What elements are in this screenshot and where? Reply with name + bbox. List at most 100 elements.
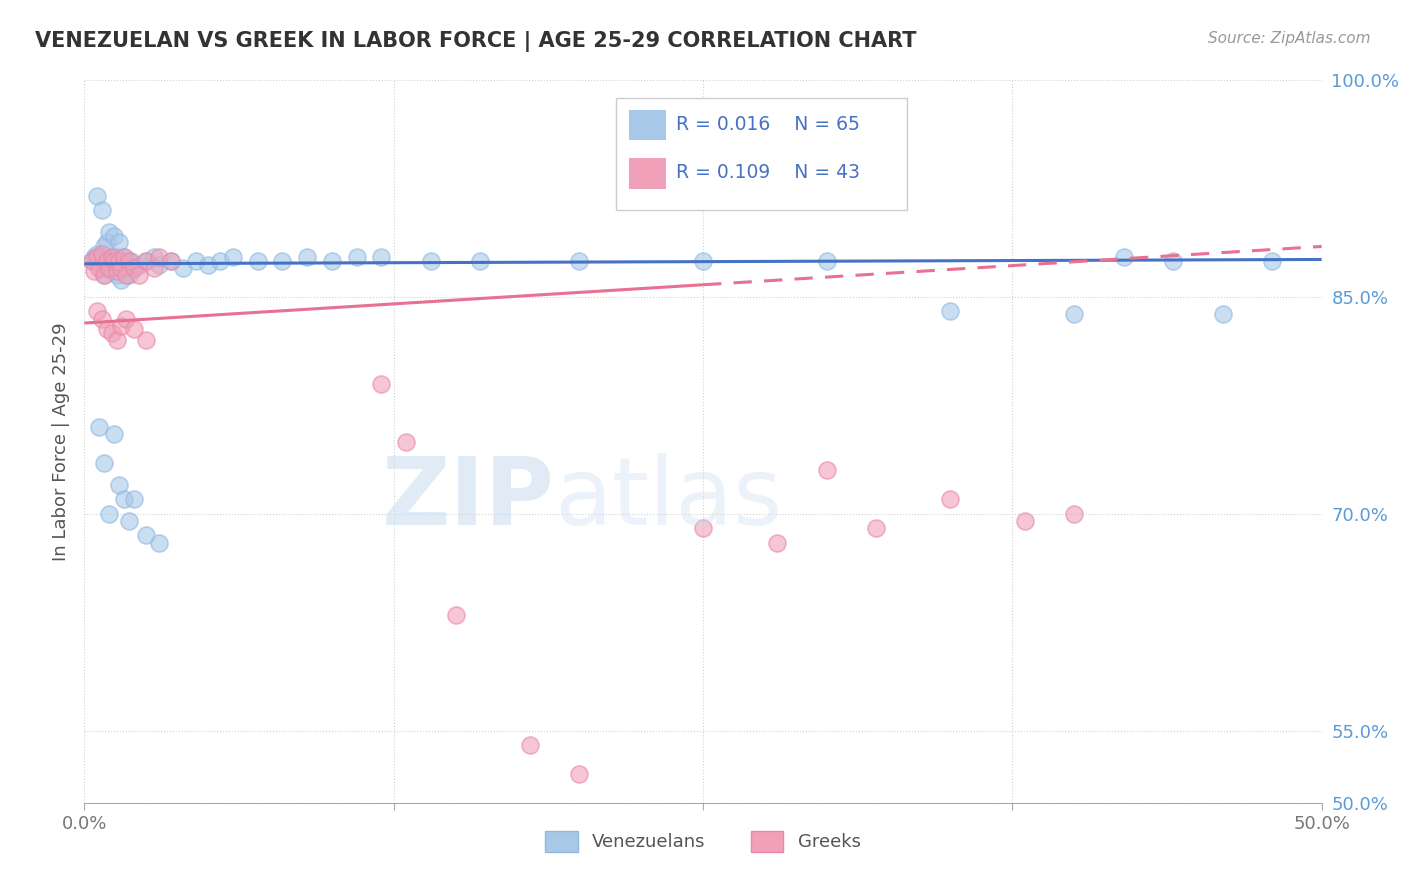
Point	[419, 254, 441, 268]
Point	[128, 258, 150, 272]
Point	[939, 304, 962, 318]
Point	[692, 254, 714, 268]
Text: R = 0.016    N = 65: R = 0.016 N = 65	[676, 115, 859, 134]
Point	[160, 254, 183, 268]
Bar	[628, 110, 666, 140]
Point	[1261, 254, 1284, 268]
Point	[90, 246, 112, 260]
Point	[148, 535, 170, 549]
Point	[444, 607, 467, 622]
Point	[568, 767, 591, 781]
Point	[142, 261, 165, 276]
Point	[98, 225, 121, 239]
Point	[86, 246, 108, 260]
Point	[766, 535, 789, 549]
Point	[96, 322, 118, 336]
Point	[93, 268, 115, 283]
Point	[939, 492, 962, 507]
Point	[115, 268, 138, 283]
Point	[112, 492, 135, 507]
Point	[80, 254, 103, 268]
Point	[135, 528, 157, 542]
Point	[100, 264, 122, 278]
Point	[148, 258, 170, 272]
Point	[103, 254, 125, 268]
Point	[100, 252, 122, 267]
Point	[86, 189, 108, 203]
Point	[108, 235, 131, 249]
Point	[110, 318, 132, 333]
Point	[108, 478, 131, 492]
Point	[98, 507, 121, 521]
Point	[115, 261, 138, 276]
Point	[197, 258, 219, 272]
Point	[1212, 307, 1234, 321]
Bar	[628, 158, 666, 189]
Point	[321, 254, 343, 268]
Point	[222, 250, 245, 264]
Point	[83, 264, 105, 278]
FancyBboxPatch shape	[616, 98, 907, 211]
Point	[89, 420, 111, 434]
Point	[122, 261, 145, 276]
Point	[118, 514, 141, 528]
Point	[112, 250, 135, 264]
Point	[142, 250, 165, 264]
Point	[90, 261, 112, 276]
Point	[96, 235, 118, 249]
Point	[865, 521, 887, 535]
Point	[110, 273, 132, 287]
Point	[135, 254, 157, 268]
Point	[172, 261, 194, 276]
Point	[93, 456, 115, 470]
Point	[370, 250, 392, 264]
Text: ZIP: ZIP	[381, 453, 554, 545]
Point	[271, 254, 294, 268]
Point	[118, 268, 141, 283]
Point	[1014, 514, 1036, 528]
Point	[103, 427, 125, 442]
Point	[100, 326, 122, 341]
Point	[122, 322, 145, 336]
Point	[89, 254, 111, 268]
Point	[395, 434, 418, 449]
Point	[184, 254, 207, 268]
Point	[120, 254, 142, 268]
Point	[246, 254, 269, 268]
Point	[100, 250, 122, 264]
Point	[1112, 250, 1135, 264]
Point	[110, 254, 132, 268]
Point	[295, 250, 318, 264]
Point	[692, 521, 714, 535]
Legend: Venezuelans, Greeks: Venezuelans, Greeks	[538, 823, 868, 859]
Text: atlas: atlas	[554, 453, 783, 545]
Point	[115, 311, 138, 326]
Point	[122, 492, 145, 507]
Point	[1063, 507, 1085, 521]
Point	[98, 258, 121, 272]
Point	[1161, 254, 1184, 268]
Point	[815, 463, 838, 477]
Point	[209, 254, 232, 268]
Point	[86, 304, 108, 318]
Point	[103, 229, 125, 244]
Point	[103, 257, 125, 271]
Point	[80, 254, 103, 268]
Point	[93, 268, 115, 283]
Point	[112, 250, 135, 264]
Point	[105, 268, 128, 283]
Point	[568, 254, 591, 268]
Point	[108, 261, 131, 276]
Point	[105, 250, 128, 264]
Point	[98, 261, 121, 276]
Point	[105, 264, 128, 278]
Point	[128, 268, 150, 283]
Point	[83, 250, 105, 264]
Point	[470, 254, 492, 268]
Point	[89, 261, 111, 276]
Point	[1063, 307, 1085, 321]
Point	[110, 261, 132, 276]
Point	[96, 261, 118, 276]
Text: R = 0.109    N = 43: R = 0.109 N = 43	[676, 163, 860, 182]
Text: Source: ZipAtlas.com: Source: ZipAtlas.com	[1208, 31, 1371, 46]
